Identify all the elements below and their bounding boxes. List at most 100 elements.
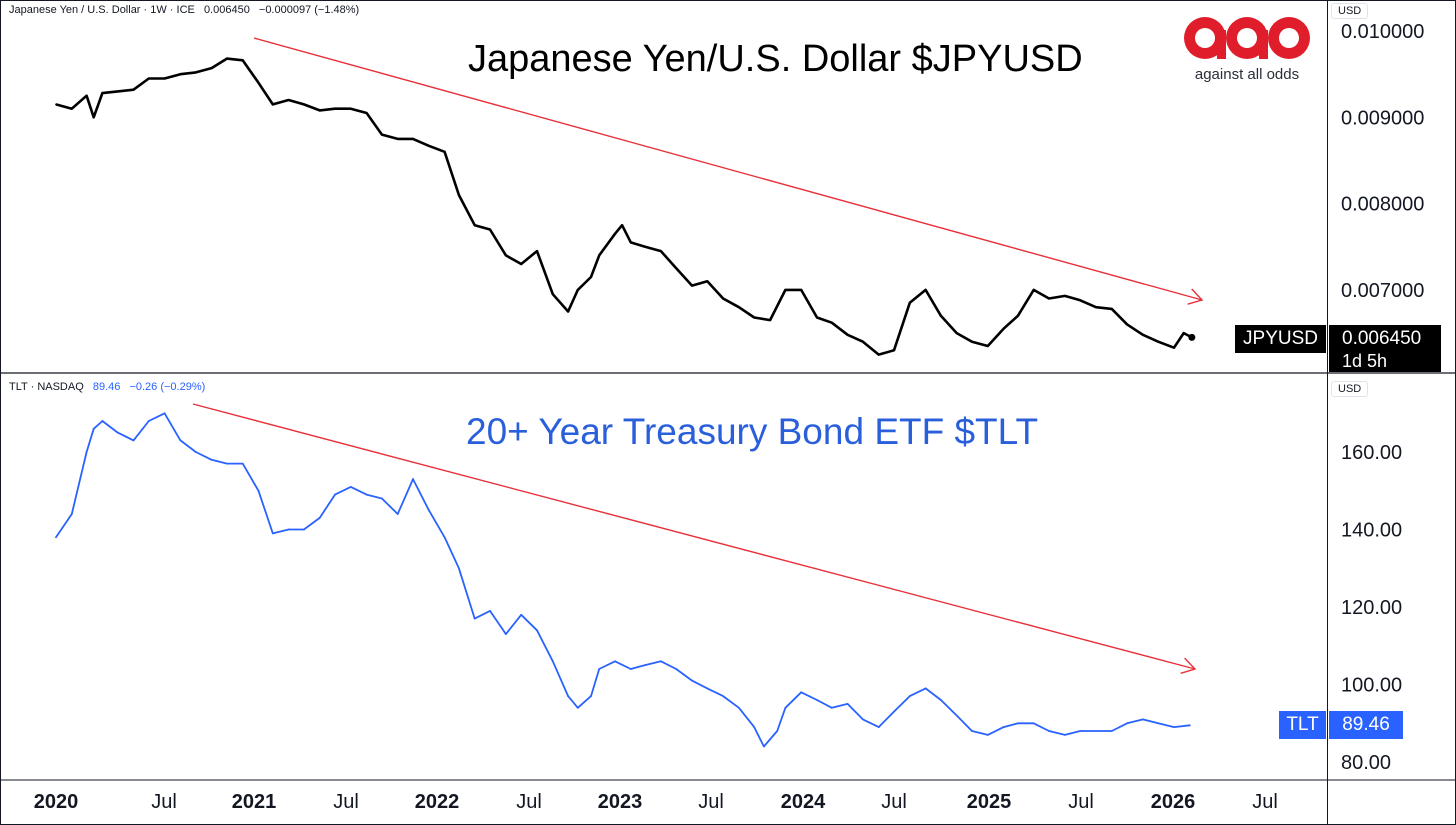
- tlt-currency-button[interactable]: USD: [1331, 381, 1369, 397]
- tlt-data-point: [706, 687, 709, 690]
- tlt-y-tick-label: 100.00: [1341, 675, 1402, 697]
- x-axis-label: 2023: [598, 791, 643, 813]
- jpy-last-point-marker: [1188, 333, 1196, 341]
- jpy-data-point: [1182, 332, 1185, 334]
- tlt-header-legend[interactable]: TLT · NASDAQ 89.46 −0.26 (−0.29%): [9, 381, 207, 393]
- x-axis-label: 2025: [967, 791, 1012, 813]
- jpy-data-point: [396, 138, 399, 140]
- tlt-data-point: [163, 412, 166, 415]
- tlt-data-point: [179, 439, 182, 442]
- tlt-data-point: [70, 513, 73, 515]
- jpy-data-point: [55, 103, 57, 106]
- jpy-data-point: [924, 289, 927, 291]
- jpy-data-point: [257, 81, 260, 84]
- jpy-data-point: [365, 112, 368, 114]
- jpy-data-point: [986, 345, 989, 347]
- jpy-data-point: [458, 194, 460, 196]
- jpy-last-value: 0.006450: [203, 4, 250, 16]
- jpy-data-point: [1048, 297, 1050, 300]
- tlt-data-point: [396, 513, 399, 515]
- jpy-currency-button[interactable]: USD: [1331, 3, 1369, 19]
- jpy-data-point: [706, 280, 709, 283]
- tlt-data-point: [427, 509, 430, 511]
- x-axis-label: Jul: [698, 791, 724, 813]
- jpy-data-point: [226, 57, 228, 60]
- tlt-y-tick-label: 140.00: [1341, 520, 1402, 542]
- jpy-data-point: [753, 316, 756, 319]
- tlt-data-point: [505, 633, 507, 635]
- tlt-y-tick-label: 80.00: [1341, 752, 1391, 774]
- jpy-data-point: [179, 73, 182, 76]
- x-axis-label: 2026: [1151, 791, 1196, 813]
- jpy-header-legend[interactable]: Japanese Yen / U.S. Dollar · 1W · ICE 0.…: [9, 4, 361, 16]
- brand-logo-icon: [1184, 17, 1310, 59]
- jpy-data-point: [520, 263, 523, 265]
- tlt-data-point: [784, 706, 787, 709]
- jpy-data-point: [722, 297, 724, 300]
- jpy-data-point: [1157, 340, 1160, 343]
- jpy-data-point: [70, 107, 73, 110]
- tlt-data-point: [287, 528, 290, 531]
- jpy-data-point: [644, 245, 646, 248]
- tlt-data-point: [412, 478, 414, 480]
- tlt-data-point: [776, 730, 779, 732]
- jpy-data-point: [908, 301, 911, 304]
- jpy-data-point: [1095, 306, 1097, 309]
- jpy-data-point: [893, 349, 895, 352]
- jpy-data-point: [675, 267, 678, 270]
- jpy-data-point: [1126, 323, 1128, 326]
- tlt-data-point: [576, 706, 579, 709]
- x-axis-label: Jul: [151, 791, 177, 813]
- tlt-data-point: [629, 668, 632, 670]
- tlt-data-point: [955, 714, 958, 717]
- jpy-symbol-text: Japanese Yen / U.S. Dollar · 1W · ICE: [9, 4, 195, 16]
- jpy-data-point: [303, 103, 305, 106]
- x-axis-label: 2020: [34, 791, 79, 813]
- tlt-data-point: [590, 695, 592, 697]
- x-axis-label: Jul: [1252, 791, 1278, 813]
- jpy-y-tick-label: 0.009000: [1341, 107, 1424, 129]
- tlt-last-value: 89.46: [92, 381, 121, 393]
- tlt-data-point: [1142, 718, 1144, 721]
- x-axis-label: Jul: [516, 791, 542, 813]
- tlt-data-point: [443, 536, 446, 539]
- jpy-data-point: [536, 250, 538, 253]
- tlt-price-tag-value: 89.46: [1342, 714, 1390, 735]
- tlt-data-point: [738, 706, 740, 709]
- tlt-data-point: [257, 489, 260, 492]
- jpy-data-point: [769, 319, 771, 321]
- jpy-symbol-tag-label: JPYUSD: [1243, 328, 1318, 349]
- x-axis-label: Jul: [1068, 791, 1094, 813]
- jpy-chart-title: Japanese Yen/U.S. Dollar $JPYUSD: [468, 38, 1083, 80]
- tlt-data-point: [226, 462, 228, 465]
- tlt-data-point: [660, 660, 662, 663]
- tlt-data-point: [971, 730, 973, 732]
- jpy-data-point: [334, 107, 336, 110]
- tlt-price-tag: 89.46: [1329, 711, 1403, 739]
- jpy-data-point: [621, 224, 623, 227]
- jpy-data-point: [241, 59, 244, 62]
- tlt-trend-arrow: [192, 403, 1196, 670]
- jpy-data-point: [590, 276, 592, 278]
- jpy-data-point: [691, 284, 693, 287]
- tlt-data-point: [473, 617, 476, 620]
- tlt-data-point: [132, 439, 135, 442]
- tlt-data-point: [551, 660, 554, 663]
- tlt-data-point: [1017, 722, 1019, 725]
- tlt-data-point: [908, 695, 911, 697]
- tlt-y-tick-label: 120.00: [1341, 597, 1402, 619]
- tlt-data-point: [1095, 730, 1097, 732]
- jpy-data-point: [1002, 327, 1005, 330]
- jpy-data-point: [147, 77, 150, 80]
- jpy-data-point: [210, 67, 213, 69]
- tlt-data-point: [116, 431, 119, 434]
- jpy-data-point: [567, 310, 569, 313]
- jpy-data-point: [116, 90, 119, 93]
- tlt-data-point: [567, 695, 569, 697]
- jpy-data-point: [163, 77, 166, 80]
- jpy-trend-arrowhead: [1187, 288, 1204, 305]
- jpy-data-point: [629, 241, 632, 244]
- tlt-data-point: [303, 528, 305, 531]
